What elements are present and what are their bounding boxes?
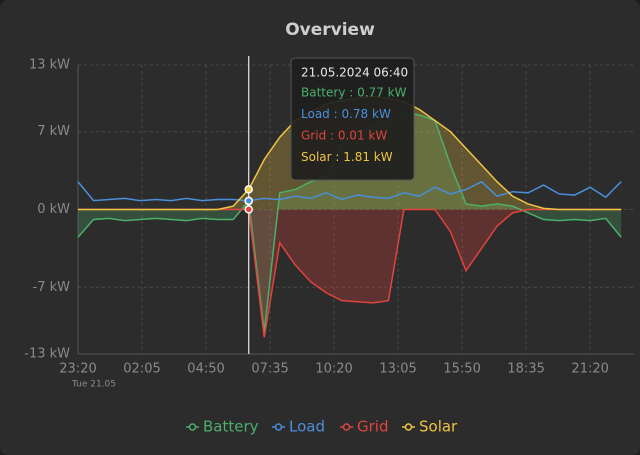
legend-label: Solar <box>419 418 458 436</box>
x-tick-label: 18:35 <box>507 362 544 377</box>
y-tick-label: 7 kW <box>37 124 70 139</box>
legend-item: Battery <box>186 418 259 436</box>
x-tick-label: 15:50 <box>443 362 480 377</box>
legend-label: Battery <box>203 418 259 436</box>
series-area <box>78 209 622 338</box>
legend-swatch-dot <box>188 423 197 431</box>
legend-swatch-dot <box>274 423 283 431</box>
y-tick-label: -13 kW <box>24 347 70 362</box>
x-tick-label: 23:20 <box>59 362 96 377</box>
tooltip-box <box>290 57 415 181</box>
hover-point <box>244 185 253 194</box>
tooltip-line: Load : 0.78 kW <box>301 107 391 121</box>
x-tick-label: 04:50 <box>187 362 224 377</box>
chart-title: Overview <box>285 20 375 40</box>
y-tick-label: 0 kW <box>37 202 70 217</box>
legend-swatch-dot <box>404 423 413 431</box>
y-tick-label: 13 kW <box>29 58 70 73</box>
hover-point <box>244 196 253 206</box>
tooltip-line: Battery : 0.77 kW <box>301 86 407 100</box>
x-tick-label: 07:35 <box>251 362 288 377</box>
tooltip-title: 21.05.2024 06:40 <box>301 66 408 80</box>
x-tick-label: 13:05 <box>379 362 416 377</box>
x-tick-label: 02:05 <box>123 362 160 377</box>
legend-item: Load <box>272 418 325 436</box>
x-sublabel: Tue 21.05 <box>71 380 116 390</box>
legend-item: Grid <box>340 418 388 436</box>
legend-label: Grid <box>357 418 388 436</box>
x-tick-label: 21:20 <box>571 362 608 377</box>
legend-label: Load <box>289 418 325 436</box>
y-tick-label: -7 kW <box>33 280 71 295</box>
series-line <box>77 180 622 202</box>
legend-item: Solar <box>402 418 458 436</box>
x-tick-label: 10:20 <box>315 362 352 377</box>
legend-swatch-dot <box>342 423 351 431</box>
tooltip-line: Grid : 0.01 kW <box>301 129 387 143</box>
tooltip-line: Solar : 1.81 kW <box>301 150 393 164</box>
hover-point <box>244 205 253 214</box>
